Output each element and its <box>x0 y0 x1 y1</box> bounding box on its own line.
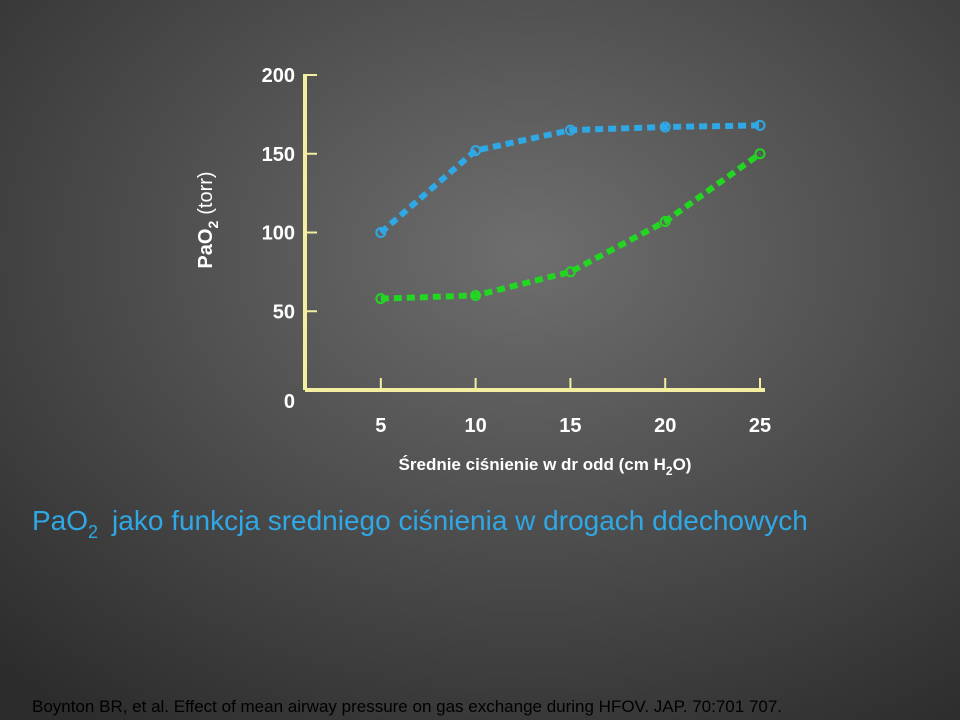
data-point <box>564 124 576 136</box>
y-axis-label: PaO2 (torr) <box>195 171 221 268</box>
y-tick-label: 200 <box>262 65 295 87</box>
y-label-rest: (torr) <box>195 171 217 214</box>
series-line <box>378 122 761 235</box>
data-point <box>375 293 387 305</box>
x-label-main: Średnie ciśnienie w dr odd (cm H <box>399 455 666 474</box>
data-point <box>754 148 766 160</box>
x-tick-label: 20 <box>654 415 676 437</box>
x-tick-label: 5 <box>375 415 386 437</box>
x-tick-label: 10 <box>465 415 487 437</box>
data-point <box>754 119 766 131</box>
series-line <box>380 151 762 302</box>
data-point <box>659 215 671 227</box>
heading-sub: 2 <box>88 522 98 542</box>
heading-main: PaO <box>32 505 88 536</box>
y-tick-label: 0 <box>284 391 295 413</box>
y-tick-label: 50 <box>273 301 295 323</box>
y-label-main: PaO <box>195 229 217 269</box>
data-point <box>659 121 671 133</box>
x-axis-label: Średnie ciśnienie w dr odd (cm H2O) <box>399 455 692 478</box>
y-label-sub: 2 <box>205 221 221 229</box>
data-point <box>470 145 482 157</box>
y-tick-label: 100 <box>262 223 295 245</box>
x-tick-label: 25 <box>749 415 771 437</box>
data-point <box>375 227 387 238</box>
y-tick-label: 150 <box>262 144 295 166</box>
data-point <box>470 290 482 301</box>
citation: Boynton BR, et al. Effect of mean airway… <box>32 697 782 716</box>
data-point <box>564 266 576 278</box>
x-label-sub: 2 <box>666 464 673 478</box>
heading: PaO2 jako funkcja sredniego ciśnienia w d… <box>32 505 808 542</box>
heading-rest: jako funkcja sredniego ciśnienia w droga… <box>111 505 808 536</box>
x-label-rest: O) <box>673 455 692 474</box>
x-tick-label: 15 <box>559 415 581 437</box>
